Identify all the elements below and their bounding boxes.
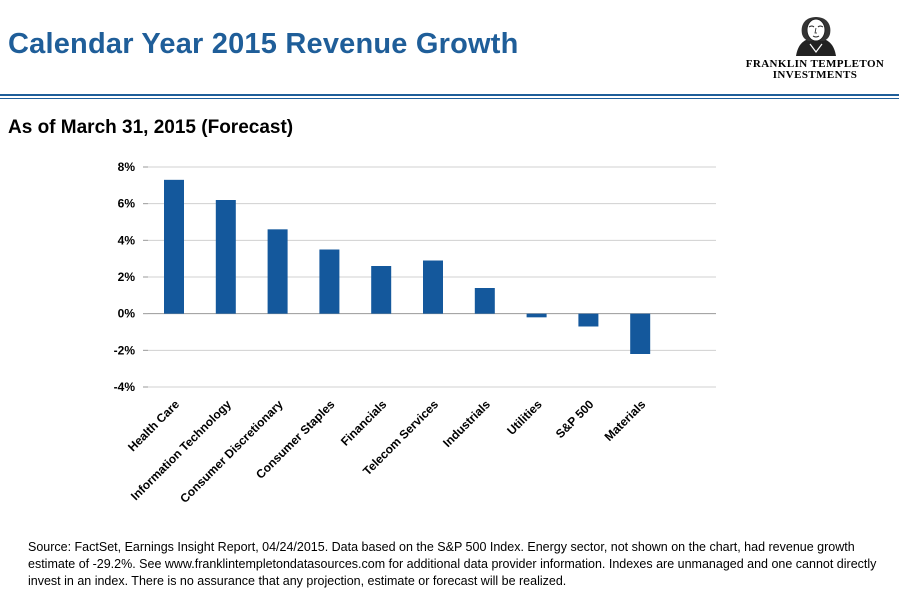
y-tick-label: 4% (118, 233, 136, 247)
x-category-label: Health Care (125, 397, 182, 454)
y-tick-label: 2% (118, 270, 136, 284)
logo-line-2: INVESTMENTS (772, 69, 858, 81)
page-title: Calendar Year 2015 Revenue Growth (8, 28, 519, 60)
x-category-label: Information Technology (128, 397, 234, 503)
y-tick-label: -4% (114, 380, 136, 394)
bar (319, 249, 340, 314)
bar (578, 313, 599, 327)
header-divider-thick (0, 94, 899, 96)
bar (526, 313, 547, 318)
bar (371, 266, 392, 314)
company-logo: FRANKLIN TEMPLETON INVESTMENTS (745, 14, 885, 84)
x-category-label: Materials (602, 397, 649, 444)
x-category-label: Utilities (504, 397, 545, 438)
x-category-label: Industrials (440, 397, 493, 450)
x-category-label: Financials (338, 397, 390, 449)
y-tick-label: -2% (114, 343, 136, 357)
benjamin-franklin-portrait-icon (796, 17, 836, 56)
logo-line-1: FRANKLIN TEMPLETON (745, 58, 885, 70)
x-category-label: S&P 500 (553, 397, 597, 441)
x-category-label: Consumer Discretionary (177, 397, 286, 506)
source-footnote: Source: FactSet, Earnings Insight Report… (28, 540, 877, 588)
y-tick-label: 6% (118, 197, 136, 211)
chart-subtitle: As of March 31, 2015 (Forecast) (8, 117, 294, 138)
bar (267, 229, 288, 314)
header-divider-thin (0, 98, 899, 99)
bar (630, 313, 651, 354)
bar (474, 288, 495, 314)
y-tick-label: 0% (118, 307, 136, 321)
bar (423, 260, 443, 314)
bar (215, 200, 236, 314)
bar (164, 179, 184, 314)
y-tick-label: 8% (118, 160, 136, 174)
